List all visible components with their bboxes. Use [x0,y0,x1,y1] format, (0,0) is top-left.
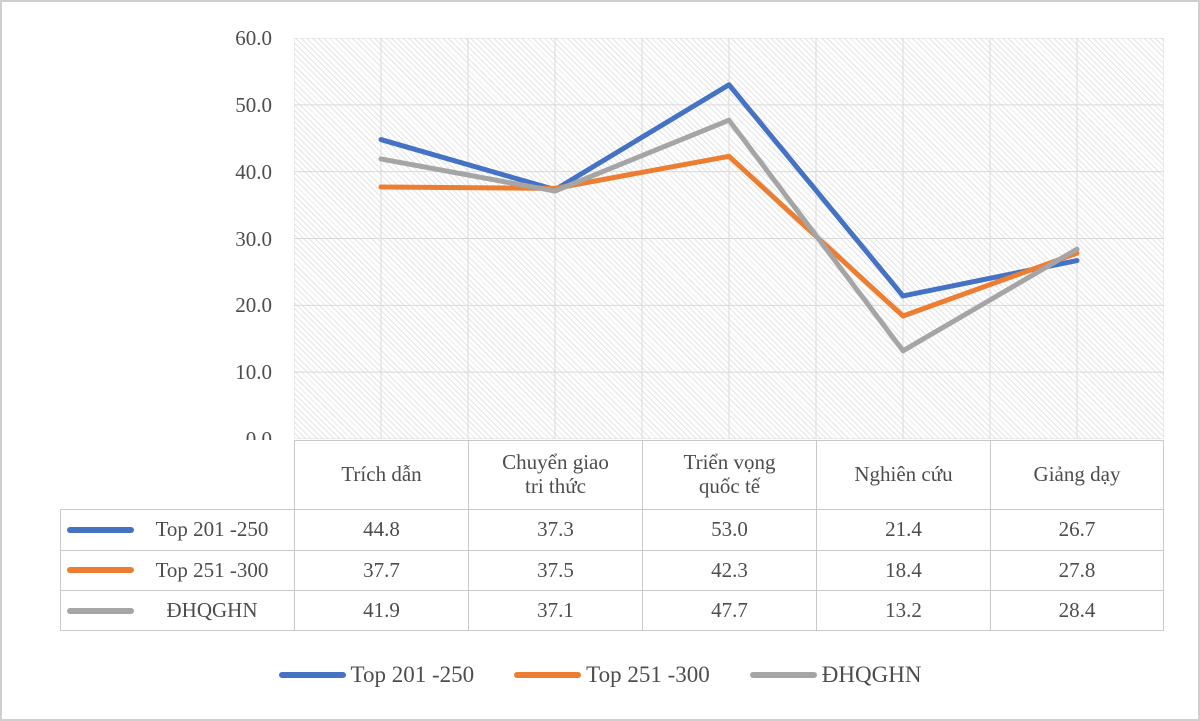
y-axis-tick-label: 30.0 [235,226,272,251]
data-table: Trích dẫn Chuyển giao tri thức Triển vọn… [60,440,1164,631]
legend-line-marker [749,672,817,678]
series-name-label: Top 251 -300 [155,557,269,582]
table-value-cell: 37.1 [468,590,642,631]
y-axis-tick-label: 60.0 [235,26,272,50]
table-value-cell: 21.4 [816,509,990,550]
series-line-marker [67,567,134,574]
table-corner-spacer [60,440,294,509]
series-line [378,153,1080,319]
legend-item: Top 251 -300 [514,662,710,688]
y-axis-tick-label: 40.0 [235,159,272,184]
table-value-cell: 41.9 [294,590,468,631]
x-axis-category-header: Giảng dạy [990,440,1164,509]
y-axis-tick-label: 20.0 [235,293,272,318]
line-chart [294,38,1164,439]
legend-line-marker [278,672,346,678]
x-axis-category-header: Nghiên cứu [816,440,990,509]
table-value-cell: 53.0 [642,509,816,550]
table-value-cell: 42.3 [642,549,816,591]
chart-legend: Top 201 -250 Top 251 -300 ĐHQGHN [2,654,1198,696]
table-value-cell: 18.4 [816,549,990,591]
y-axis-tick-label: 10.0 [235,360,272,385]
table-value-cell: 37.5 [468,549,642,591]
series-name-label: Top 201 -250 [155,516,269,541]
series-line [378,117,1080,354]
table-row-series-name: ĐHQGHN [60,590,294,631]
table-value-cell: 37.3 [468,509,642,550]
plot-area [294,38,1164,439]
table-row-series-name: Top 251 -300 [60,549,294,591]
series-line [378,82,1080,299]
series-line-marker [67,526,134,533]
legend-line-marker [514,672,582,678]
legend-label: Top 251 -300 [586,662,710,687]
legend-item: Top 201 -250 [278,662,475,688]
table-row-series-name: Top 201 -250 [60,509,294,550]
table-value-cell: 27.8 [990,549,1164,591]
legend-item: ĐHQGHN [749,662,922,688]
legend-label: Top 201 -250 [350,662,475,687]
table-value-cell: 47.7 [642,590,816,631]
x-axis-category-header: Trích dẫn [294,440,468,509]
x-axis-category-header: Chuyển giao tri thức [468,440,642,509]
table-value-cell: 28.4 [990,590,1164,631]
series-line-marker [67,607,134,614]
legend-label: ĐHQGHN [821,662,922,687]
table-value-cell: 13.2 [816,590,990,631]
series-name-label: ĐHQGHN [166,597,258,622]
table-value-cell: 44.8 [294,509,468,550]
table-value-cell: 37.7 [294,549,468,591]
y-axis-tick-label: 50.0 [235,92,272,117]
x-axis-category-header: Triển vọng quốc tế [642,440,816,509]
table-value-cell: 26.7 [990,509,1164,550]
